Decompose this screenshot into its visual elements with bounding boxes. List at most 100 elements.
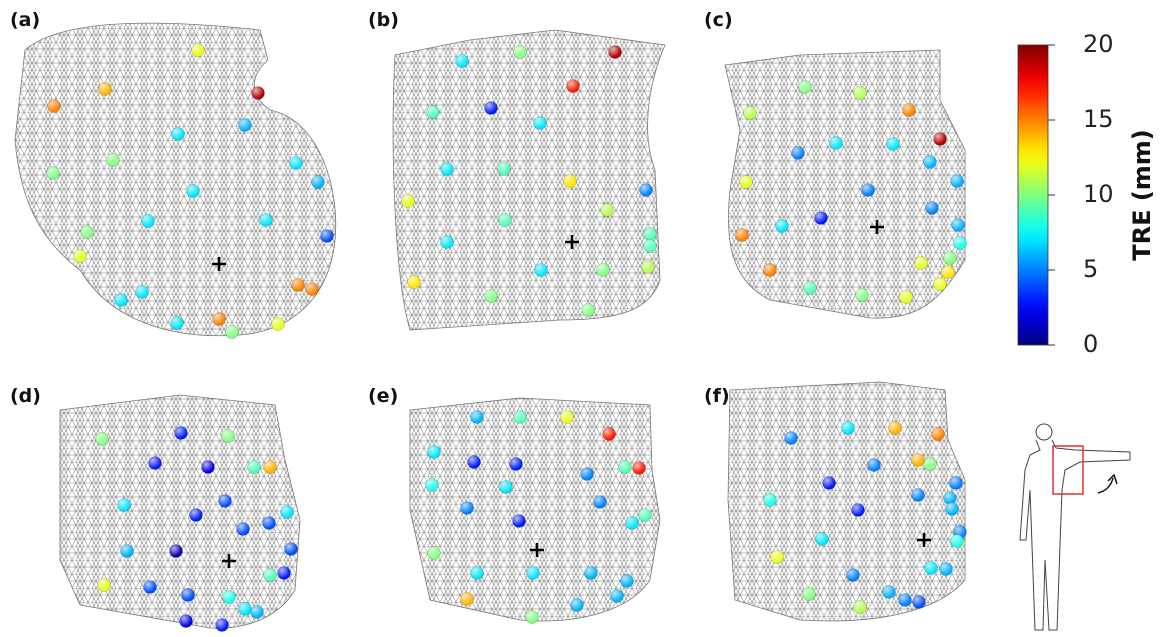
sphere-shine xyxy=(408,276,421,289)
sphere-shine xyxy=(611,590,624,603)
panel-label: (b) xyxy=(368,9,399,31)
sphere-shine xyxy=(924,458,937,471)
sphere-shine xyxy=(513,515,526,528)
sphere-shine xyxy=(499,214,512,227)
sphere-shine xyxy=(594,496,607,509)
sphere-shine xyxy=(252,87,265,100)
panel: (d) xyxy=(10,385,300,632)
sphere-shine xyxy=(264,461,277,474)
panel: (f) xyxy=(704,382,967,621)
sphere-shine xyxy=(172,128,185,141)
sphere-shine xyxy=(427,106,440,119)
sphere-shine xyxy=(926,202,939,215)
sphere-shine xyxy=(171,317,184,330)
mesh-surface xyxy=(410,398,660,621)
sphere-shine xyxy=(740,176,753,189)
sphere-shine xyxy=(621,575,634,588)
sphere-shine xyxy=(260,214,273,227)
sphere-shine xyxy=(187,185,200,198)
sphere-shine xyxy=(136,286,149,299)
sphere-shine xyxy=(219,495,232,508)
sphere-shine xyxy=(251,606,264,619)
sphere-shine xyxy=(942,266,955,279)
sphere-shine xyxy=(182,589,195,602)
sphere-shine xyxy=(223,591,236,604)
sphere-shine xyxy=(912,454,925,467)
sphere-shine xyxy=(815,212,828,225)
sphere-shine xyxy=(736,229,749,242)
sphere-shine xyxy=(582,304,595,317)
sphere-shine xyxy=(603,428,616,441)
sphere-shine xyxy=(74,250,87,263)
sphere-shine xyxy=(944,492,957,505)
sphere-shine xyxy=(98,579,111,592)
sphere-shine xyxy=(903,104,916,117)
mesh-surface xyxy=(393,30,665,330)
sphere-shine xyxy=(951,535,964,548)
sphere-shine xyxy=(402,195,415,208)
figure: (a)(b)(c)(d)(e)(f)05101520TRE (mm) xyxy=(0,0,1164,637)
sphere-shine xyxy=(619,461,632,474)
colorbar-tick-label: 20 xyxy=(1083,30,1114,58)
sphere-shine xyxy=(222,430,235,443)
sphere-shine xyxy=(239,603,252,616)
panel-label: (c) xyxy=(704,9,733,31)
sphere-shine xyxy=(633,462,646,475)
sphere-shine xyxy=(192,44,205,57)
sphere-shine xyxy=(764,264,777,277)
sphere-shine xyxy=(144,581,157,594)
sphere-shine xyxy=(226,326,239,339)
sphere-shine xyxy=(644,228,657,241)
sphere-shine xyxy=(47,167,60,180)
sphere-shine xyxy=(441,236,454,249)
sphere-shine xyxy=(471,411,484,424)
sphere-shine xyxy=(847,569,860,582)
sphere-shine xyxy=(190,509,203,522)
sphere-shine xyxy=(149,457,162,470)
sphere-shine xyxy=(932,428,945,441)
sphere-shine xyxy=(498,163,511,176)
sphere-shine xyxy=(180,615,193,628)
sphere-shine xyxy=(471,567,484,580)
sphere-shine xyxy=(263,517,276,530)
sphere-shine xyxy=(785,432,798,445)
sphere-shine xyxy=(248,461,261,474)
sphere-shine xyxy=(771,551,784,564)
sphere-shine xyxy=(585,567,598,580)
sphere-shine xyxy=(527,567,540,580)
sphere-shine xyxy=(461,502,474,515)
panel-label: (d) xyxy=(10,385,41,407)
sphere-shine xyxy=(954,237,967,250)
sphere-shine xyxy=(626,517,639,530)
sphere-shine xyxy=(944,252,957,265)
sphere-shine xyxy=(950,477,963,490)
sphere-shine xyxy=(951,175,964,188)
sphere-shine xyxy=(924,156,937,169)
sphere-shine xyxy=(852,504,865,517)
sphere-shine xyxy=(644,240,657,253)
sphere-shine xyxy=(913,596,926,609)
panel: (c) xyxy=(704,9,967,318)
panel-label: (a) xyxy=(10,9,40,31)
sphere-shine xyxy=(107,154,120,167)
sphere-shine xyxy=(856,289,869,302)
colorbar-label: TRE (mm) xyxy=(1128,129,1156,261)
sphere-shine xyxy=(581,468,594,481)
sphere-shine xyxy=(428,547,441,560)
colorbar xyxy=(1018,45,1048,345)
sphere-shine xyxy=(175,427,188,440)
sphere-shine xyxy=(887,138,900,151)
panel-label: (f) xyxy=(704,385,730,407)
sphere-shine xyxy=(561,411,574,424)
sphere-shine xyxy=(854,601,867,614)
sphere-shine xyxy=(461,593,474,606)
sphere-shine xyxy=(272,318,285,331)
sphere-shine xyxy=(823,477,836,490)
panel: (a) xyxy=(10,9,336,339)
body-diagram xyxy=(1020,424,1130,630)
sphere-shine xyxy=(792,147,805,160)
sphere-shine xyxy=(640,184,653,197)
sphere-shine xyxy=(597,264,610,277)
sphere-shine xyxy=(170,545,183,558)
sphere-shine xyxy=(567,80,580,93)
